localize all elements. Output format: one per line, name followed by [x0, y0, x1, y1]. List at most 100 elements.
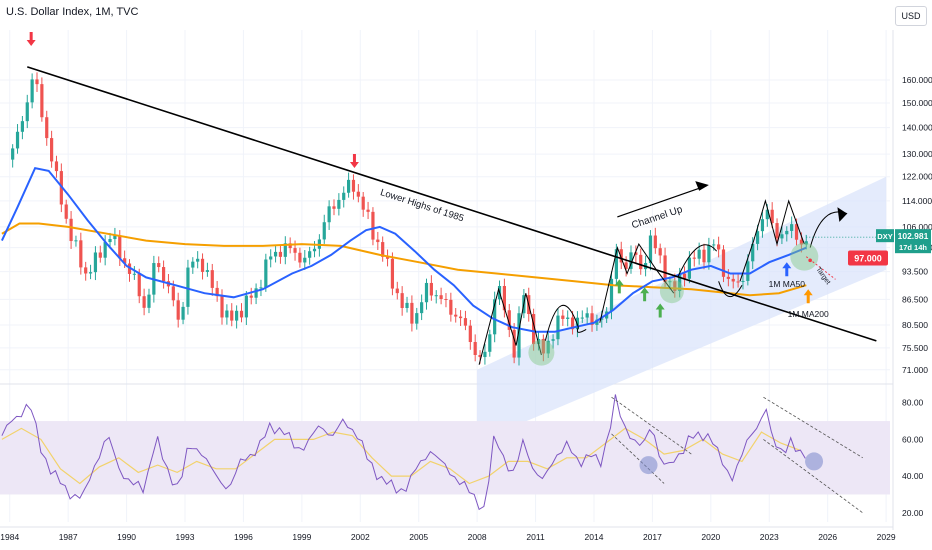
candle-body [502, 285, 506, 311]
candle-body [624, 262, 628, 269]
candle-body [230, 310, 234, 321]
price-tick-label: 106.000 [902, 222, 932, 232]
target-dot [808, 258, 812, 263]
candle-body [239, 310, 244, 318]
candle-body [264, 259, 268, 288]
candle-body [746, 261, 750, 281]
candle-body [639, 254, 643, 270]
time-tick-label: 2011 [526, 532, 545, 542]
candle-body [439, 295, 443, 299]
price-tick-label: 150.000 [902, 98, 932, 108]
candle-body [171, 286, 175, 301]
projection-curve [544, 304, 579, 341]
candle-body [682, 273, 687, 279]
candle-body [366, 209, 370, 212]
candle-body [269, 256, 273, 260]
candle-body [410, 302, 414, 324]
candle-body [118, 235, 122, 259]
candle-body [570, 317, 575, 330]
rsi-line [1, 394, 806, 511]
time-tick-label: 1984 [0, 532, 19, 542]
candle-body [254, 288, 258, 298]
trendline-label: Lower Highs of 1985 [379, 187, 465, 224]
rsi-band [0, 421, 890, 495]
candle-body [449, 299, 453, 315]
candle-body [566, 317, 570, 319]
price-tick-label: 140.000 [902, 123, 932, 133]
green-up-arrow [640, 287, 650, 302]
candle-body [20, 121, 24, 132]
candle-body [322, 222, 326, 240]
candle-body [785, 230, 789, 235]
candle-body [346, 179, 351, 193]
candle-body [400, 293, 404, 308]
candle-body [69, 218, 73, 242]
candle-body [717, 244, 721, 250]
candle-body [288, 243, 292, 249]
candle-body [799, 239, 803, 245]
candle-body [629, 252, 633, 269]
ma200-label: 1M MA200 [788, 309, 829, 319]
candle-body [157, 263, 161, 268]
candle-body [463, 318, 468, 326]
candle-body [561, 315, 565, 319]
rsi-tick-label: 80.00 [902, 398, 924, 408]
candle-body [488, 334, 492, 352]
symbol-label: DXY [877, 232, 892, 241]
candle-body [687, 257, 692, 279]
candle-body [123, 258, 127, 264]
candle-body [585, 313, 589, 318]
candle-body [790, 224, 794, 231]
candle-body [11, 148, 15, 160]
candle-body [595, 319, 599, 325]
candle-body [780, 234, 784, 239]
candle-body [161, 267, 166, 282]
candle-body [84, 267, 88, 274]
time-tick-label: 2014 [585, 532, 604, 542]
candle-body [614, 249, 618, 279]
candle-body [648, 235, 653, 264]
candle-body [113, 235, 117, 240]
candle-body [181, 306, 185, 320]
candle-body [93, 252, 98, 273]
candle-body [215, 287, 219, 297]
red-down-arrow [26, 32, 36, 47]
candle-body [580, 317, 584, 319]
candle-body [697, 249, 701, 259]
rsi-trend-dash [611, 433, 665, 484]
candle-body [235, 310, 239, 321]
price-tick-label: 122.000 [902, 172, 932, 182]
candle-body [444, 298, 448, 300]
pattern-zigzag [739, 199, 805, 282]
candle-body [351, 179, 356, 192]
candle-body [200, 258, 205, 272]
current-price-value: 102.981 [898, 231, 929, 241]
candle-body [609, 278, 614, 312]
target-price-value: 97.000 [854, 254, 882, 264]
candle-body [634, 252, 638, 255]
pattern-zigzag [478, 287, 542, 365]
axes: 160.000 150.000 140.000 130.000 122.000 114.0… [0, 75, 932, 542]
rsi-trend-dash [763, 396, 863, 459]
price-tick-label: 114.000 [902, 196, 932, 206]
time-tick-label: 2020 [701, 532, 720, 542]
currency-button[interactable]: USD [895, 6, 927, 26]
candle-body [794, 224, 799, 240]
price-tick-label: 93.500 [902, 267, 928, 277]
candle-body [381, 242, 385, 257]
candle-body [376, 239, 380, 243]
red-down-arrow [349, 154, 359, 169]
price-tick-label: 75.500 [902, 343, 928, 353]
time-tick-label: 2029 [877, 532, 896, 542]
candle-body [775, 223, 779, 239]
candle-body [54, 161, 59, 172]
candle-body [415, 313, 419, 324]
candle-body [249, 295, 253, 298]
candle-body [395, 288, 399, 294]
chart-title: U.S. Dollar Index, 1M, TVC [6, 6, 139, 18]
candle-body [176, 300, 180, 320]
candle-body [507, 310, 511, 330]
candle-body [546, 340, 550, 354]
rsi-band-area [0, 421, 890, 495]
